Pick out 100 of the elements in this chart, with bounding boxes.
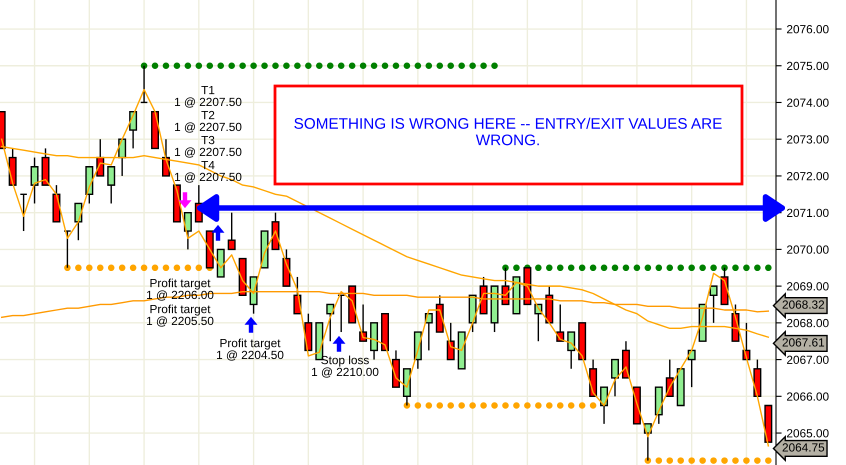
candlestick <box>446 322 455 360</box>
point <box>546 402 553 409</box>
point <box>206 62 214 70</box>
point <box>699 264 706 272</box>
point <box>622 264 630 272</box>
annotation: T3 1 @ 2207.50 <box>175 136 242 158</box>
point <box>765 457 772 464</box>
point <box>86 264 93 272</box>
annotation: Profit target 1 @ 2204.50 <box>217 338 284 361</box>
point <box>458 402 465 409</box>
point <box>360 62 366 70</box>
point <box>677 264 684 272</box>
point <box>447 402 454 409</box>
point <box>162 264 170 272</box>
y-tick-label: 2074.00 <box>787 98 829 107</box>
point <box>152 62 158 70</box>
point <box>710 457 717 464</box>
candlestick <box>184 212 192 250</box>
candlestick <box>567 331 576 370</box>
point <box>578 264 586 272</box>
point <box>556 402 564 409</box>
text: 2064.75 <box>782 443 824 452</box>
point <box>590 402 596 409</box>
point <box>535 402 542 409</box>
point <box>524 402 531 409</box>
point <box>688 457 695 464</box>
point <box>568 264 574 272</box>
candlestick <box>688 350 696 388</box>
point <box>152 264 158 272</box>
y-tick-label: 2075.00 <box>787 62 829 70</box>
point <box>491 402 498 409</box>
point <box>162 62 170 70</box>
point <box>732 264 739 272</box>
point <box>556 264 564 272</box>
point <box>414 62 422 70</box>
annotation: T1 1 @ 2207.50 <box>175 86 242 108</box>
annotation: Profit target 1 @ 2205.50 <box>147 304 214 327</box>
y-tick-label: 2072.00 <box>787 172 829 180</box>
candlestick <box>228 212 236 250</box>
point <box>97 264 104 272</box>
y-tick-label: 2073.00 <box>787 135 829 144</box>
annotation: SOMETHING IS WRONG HERE -- ENTRY/EXIT VALUES ARE WRONG. <box>294 118 722 146</box>
point <box>491 62 498 70</box>
candlestick <box>20 194 28 232</box>
point <box>634 264 640 272</box>
candlestick <box>337 294 346 333</box>
point <box>688 264 695 272</box>
point <box>699 457 706 464</box>
y-tick-label: 2066.00 <box>787 392 829 401</box>
point <box>283 62 290 70</box>
point <box>732 457 739 464</box>
point <box>426 62 432 70</box>
y-tick-label: 2065.00 <box>787 429 829 438</box>
point <box>480 62 487 70</box>
data-label: 2068.32 <box>782 300 824 309</box>
point <box>677 457 684 464</box>
point <box>184 62 192 70</box>
point <box>656 457 662 464</box>
point <box>338 62 344 70</box>
point <box>130 264 136 272</box>
point <box>250 62 257 70</box>
y-tick-label: 2068.00 <box>787 318 829 328</box>
point <box>382 62 388 70</box>
point <box>612 264 618 272</box>
point <box>656 264 662 272</box>
point <box>436 402 444 409</box>
point <box>272 62 279 70</box>
point <box>743 264 750 272</box>
point <box>316 62 323 70</box>
point <box>513 264 520 272</box>
y-tick-label: 2067.00 <box>787 356 829 364</box>
annotation: Stop loss 1 @ 2210.00 <box>312 356 378 378</box>
candlestick <box>611 358 619 398</box>
point <box>600 264 608 272</box>
point <box>447 62 454 70</box>
point <box>228 62 235 70</box>
point <box>590 264 596 272</box>
point <box>436 62 444 70</box>
point <box>578 402 586 409</box>
point <box>754 264 761 272</box>
point <box>502 264 509 272</box>
point <box>765 264 772 272</box>
point <box>469 402 476 409</box>
point <box>261 62 268 70</box>
point <box>754 457 761 464</box>
point <box>326 62 334 70</box>
point <box>480 402 487 409</box>
point <box>196 62 202 70</box>
point <box>174 264 180 272</box>
point <box>546 264 553 272</box>
point <box>392 62 400 70</box>
point <box>404 62 410 70</box>
point <box>710 264 717 272</box>
y-tick-label: 2069.00 <box>787 282 829 291</box>
candlestick <box>710 285 718 324</box>
point <box>118 264 126 272</box>
candlestick <box>107 166 116 204</box>
point <box>743 457 750 464</box>
point <box>568 402 574 409</box>
point <box>666 457 674 464</box>
